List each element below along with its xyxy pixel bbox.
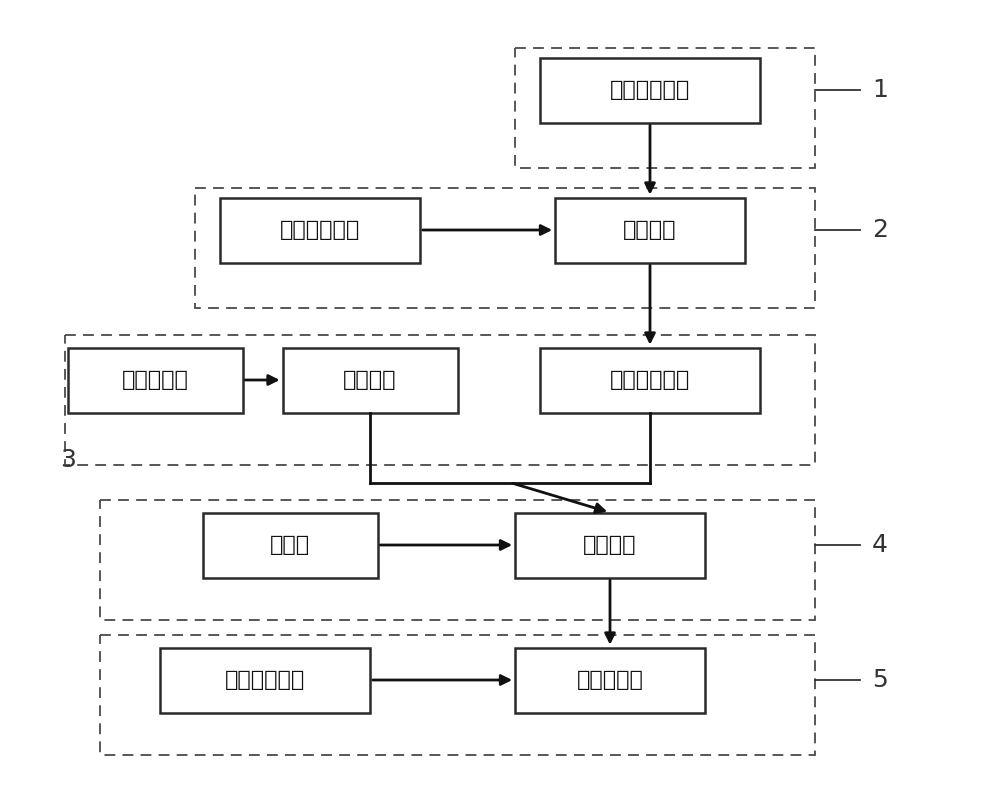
Text: 2: 2 [872, 218, 888, 242]
Bar [100, 635, 815, 755]
Bar [195, 188, 815, 308]
Text: 挤压填充: 挤压填充 [583, 535, 637, 555]
Text: 固体填充材料: 固体填充材料 [610, 370, 690, 390]
Bar [555, 198, 745, 263]
Text: 电子束固化: 电子束固化 [577, 670, 643, 690]
Text: 光纤激光器: 光纤激光器 [122, 370, 188, 390]
Bar [540, 57, 760, 123]
Bar [100, 500, 815, 620]
Bar [160, 648, 370, 712]
Bar [202, 512, 378, 578]
Text: 固体填充材料: 固体填充材料 [610, 80, 690, 100]
Bar [515, 512, 705, 578]
Bar [515, 648, 705, 712]
Text: 电子帘加速器: 电子帘加速器 [225, 670, 305, 690]
Bar [515, 48, 815, 168]
Text: 行星式球磨机: 行星式球磨机 [280, 220, 360, 240]
Bar [283, 348, 458, 412]
Text: 表面织构: 表面织构 [343, 370, 397, 390]
Text: 压片机: 压片机 [270, 535, 310, 555]
Text: 4: 4 [872, 533, 888, 557]
Bar [540, 348, 760, 412]
Text: 1: 1 [872, 78, 888, 102]
Text: 混合搅拌: 混合搅拌 [623, 220, 677, 240]
Bar [68, 348, 242, 412]
Text: 3: 3 [60, 448, 76, 472]
Bar [65, 335, 815, 465]
Text: 5: 5 [872, 668, 888, 692]
Bar [220, 198, 420, 263]
